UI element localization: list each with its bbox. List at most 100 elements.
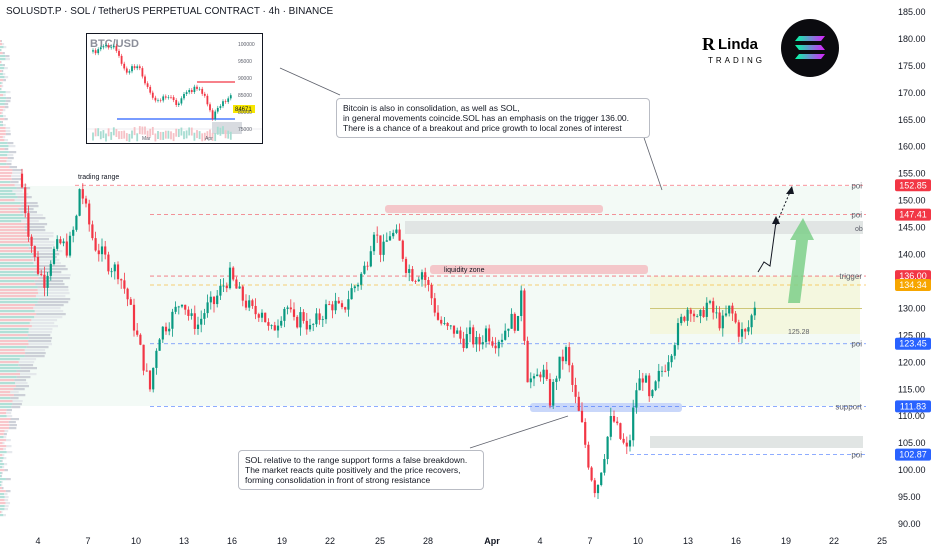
volume-bar (1, 61, 2, 64)
candle-body (164, 326, 168, 332)
candle-body (433, 298, 436, 313)
volume-bar (24, 349, 46, 352)
volume-bar (0, 259, 33, 262)
volume-bar (0, 478, 6, 481)
price-tag-box (895, 337, 931, 350)
candle-body (750, 315, 753, 328)
volume-bar (0, 334, 28, 337)
candle-body (718, 312, 721, 329)
inset-candle-body (105, 45, 107, 47)
candle-body (376, 234, 379, 236)
candle-body (648, 375, 651, 397)
candle-body (132, 304, 136, 331)
volume-bar (0, 256, 32, 259)
candle-body (609, 416, 612, 437)
volume-bar (11, 178, 22, 181)
volume-bar (0, 418, 11, 421)
inset-volume-bar (211, 132, 214, 141)
volume-bar (3, 94, 6, 97)
candle-body (600, 472, 603, 485)
candle-body (254, 305, 257, 315)
candle-body (651, 390, 654, 397)
time-tick-label: 7 (85, 536, 90, 546)
candle-body (94, 238, 97, 251)
candle-body (88, 203, 91, 225)
volume-bar (0, 337, 29, 340)
candle-body (225, 285, 228, 289)
volume-bar (0, 349, 25, 352)
price-tag-label: 102.87 (899, 450, 927, 460)
volume-bar (0, 163, 7, 166)
volume-bar (0, 160, 7, 163)
time-tick-label: 22 (829, 536, 839, 546)
candle-body (452, 325, 456, 334)
inset-candle-body (99, 47, 102, 50)
volume-bar (12, 172, 23, 175)
volume-bar (0, 130, 6, 133)
inset-volume-bar (107, 128, 110, 137)
inset-volume-bar (175, 128, 178, 137)
inset-candle-body (224, 101, 227, 102)
inset-volume-bar (157, 131, 159, 140)
candle-body (747, 327, 750, 332)
top-callout-line: Bitcoin is also in consolidation, as wel… (343, 103, 520, 113)
volume-bar (0, 412, 7, 415)
inset-candle-body (172, 97, 175, 101)
price-tick-label: 90.00 (898, 519, 921, 529)
inset-volume-bar (125, 133, 128, 142)
volume-bar (0, 184, 15, 187)
candle-body (174, 306, 177, 312)
candle-body (667, 362, 670, 371)
candle-body (401, 240, 404, 259)
time-tick-label: 16 (731, 536, 741, 546)
volume-bar (0, 139, 5, 142)
price-tick-label: 145.00 (898, 223, 926, 233)
candle-body (180, 304, 184, 307)
volume-bar (0, 454, 3, 457)
volume-bar (19, 358, 37, 361)
candle-body (696, 315, 699, 317)
volume-bar (35, 304, 64, 307)
price-tick-label: 155.00 (898, 169, 926, 179)
candle-body (257, 314, 260, 318)
support-zone-box (530, 403, 682, 412)
volume-bar (0, 277, 39, 280)
volume-bar (10, 397, 19, 400)
inset-candle-body (188, 90, 191, 93)
candles (20, 168, 756, 500)
volume-bar (0, 475, 2, 478)
candle-body (584, 422, 587, 445)
price-tick-label: 110.00 (898, 411, 925, 421)
candle-body (654, 381, 657, 391)
price-axis[interactable]: 185.00 180.00 175.00 170.00 165.00 160.00 155.… (898, 7, 926, 529)
inset-candle-body (201, 88, 204, 94)
volume-bar (3, 514, 7, 517)
volume-bar (4, 139, 9, 142)
volume-bar (10, 181, 19, 184)
volume-bar (0, 415, 7, 418)
volume-bar (16, 370, 31, 373)
candle-body (177, 306, 180, 308)
inset-candle-body (131, 66, 133, 72)
volume-bar (0, 448, 4, 451)
volume-bar (0, 358, 20, 361)
candle-body (657, 370, 660, 382)
volume-bar (0, 103, 5, 106)
candle-body (580, 410, 584, 423)
volume-bar (0, 115, 4, 118)
time-axis[interactable]: 4 7 10 13 16 19 22 25 28 Apr 4 7 10 13 16 19 22 25 (35, 536, 887, 546)
candle-body (542, 369, 545, 378)
candle-body (97, 250, 100, 255)
volume-bar (0, 205, 22, 208)
volume-bar (33, 307, 61, 310)
volume-bar (0, 274, 39, 277)
volume-bar (0, 430, 5, 433)
volume-bar (3, 79, 6, 82)
inset-volume-bar (110, 131, 113, 140)
candle-body (142, 344, 145, 371)
volume-bar (1, 487, 4, 490)
volume-bar (12, 190, 23, 193)
volume-bar (14, 199, 27, 202)
volume-bar (7, 154, 14, 157)
